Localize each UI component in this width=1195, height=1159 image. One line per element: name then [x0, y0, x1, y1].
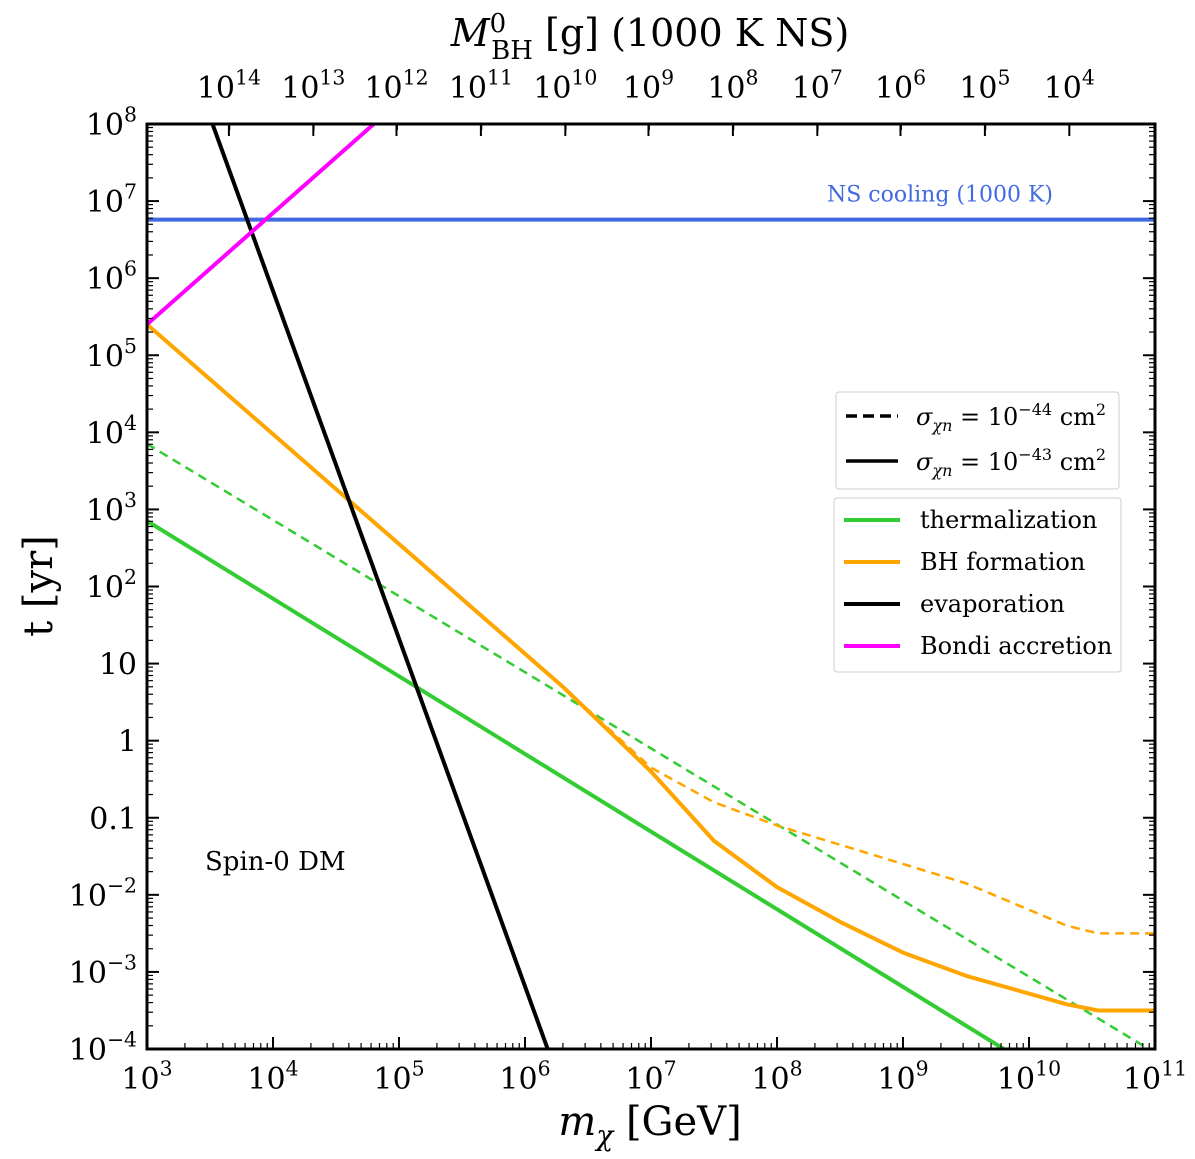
y-tick-label: 103: [86, 488, 137, 529]
x-tick-label: 104: [247, 1057, 298, 1098]
top-tick-label: 108: [707, 66, 758, 107]
y-tick-label: 10: [99, 648, 137, 683]
series-bh-formation-1e-44: [561, 685, 1155, 935]
top-tick-label: 104: [1044, 66, 1095, 107]
series-thermalization-1e-44: [147, 442, 1150, 1049]
legend-label: thermalization: [920, 506, 1097, 534]
top-tick-label: 109: [623, 66, 674, 107]
x-tick-label: 1011: [1123, 1057, 1187, 1098]
series-bh-formation: [147, 322, 1155, 1013]
top-tick-label: 1014: [197, 66, 261, 107]
top-tick-label: 1011: [449, 66, 513, 107]
top-tick-label: 1012: [364, 66, 428, 107]
top-tick-label: 1013: [281, 66, 345, 107]
legend-sigma: σχn = 10−44 cm2 σχn = 10−43 cm2: [835, 391, 1120, 490]
series-bondi-accretion: [147, 124, 376, 326]
legend-curves: thermalization BH formation evaporation Bon…: [833, 497, 1122, 673]
y-tick-label: 108: [86, 103, 137, 144]
x-tick-label: 103: [121, 1057, 172, 1098]
top-tick-label: 106: [875, 66, 926, 107]
legend-sigma-44: σχn = 10−44 cm2: [916, 400, 1106, 435]
x-tick-label: 107: [625, 1057, 676, 1098]
legend-label: BH formation: [920, 548, 1085, 576]
legend-sigma-43: σχn = 10−43 cm2: [916, 445, 1106, 480]
ns-cooling-label: NS cooling (1000 K): [827, 183, 1053, 208]
y-tick-label: 0.1: [89, 802, 137, 837]
top-tick-label: 1010: [533, 66, 597, 107]
y-tick-label: 102: [86, 565, 137, 606]
y-axis-label: t [yr]: [16, 535, 62, 637]
series-thermalization: [147, 519, 1005, 1049]
y-tick-label: 106: [86, 257, 137, 298]
series-evaporation: [210, 124, 550, 1049]
x-tick-label: 108: [751, 1057, 802, 1098]
y-tick-label: 104: [86, 411, 137, 452]
top-axis-label: M0 BH [g] (1000 K NS): [450, 9, 850, 66]
y-tick-label: 10−4: [69, 1028, 137, 1069]
y-tick-label: 10−2: [69, 873, 137, 914]
y-tick-label: 107: [86, 180, 137, 221]
y-tick-label: 10−3: [69, 950, 137, 991]
top-tick-label: 107: [792, 66, 843, 107]
plot-frame: [145, 122, 1157, 1051]
legend-label: Bondi accretion: [920, 632, 1112, 660]
series-layer: [147, 124, 1155, 1049]
spin-annotation: Spin-0 DM: [205, 847, 346, 877]
x-axis-label: mχ [GeV]: [558, 1099, 741, 1152]
x-tick-label: 106: [499, 1057, 550, 1098]
y-tick-label: 1: [118, 725, 137, 760]
x-tick-label: 1010: [997, 1057, 1061, 1098]
y-tick-label: 105: [86, 334, 137, 375]
legend-label: evaporation: [920, 590, 1065, 618]
x-tick-label: 105: [373, 1057, 424, 1098]
top-tick-label: 105: [959, 66, 1010, 107]
x-tick-label: 109: [877, 1057, 928, 1098]
labels-layer: 103 104 105 106 107 108 109 1010 1011 10−4 10−3 10−…: [16, 9, 1187, 1152]
